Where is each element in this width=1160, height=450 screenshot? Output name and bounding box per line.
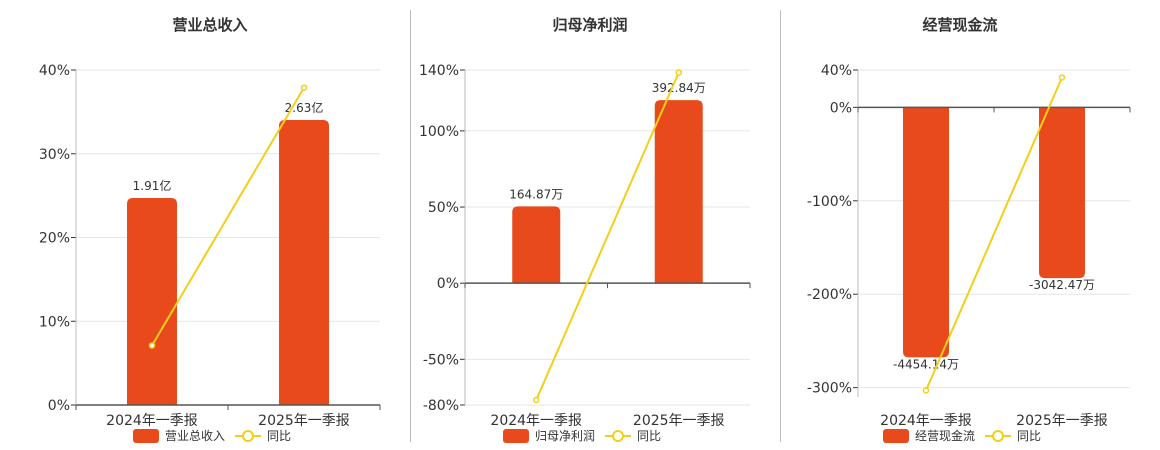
bar [654,100,703,284]
chart-title: 归母净利润 [552,16,627,34]
line-series [925,77,1063,391]
legend-line-label: 同比 [1017,429,1041,443]
legend-line-marker [612,430,624,442]
y-tick-label: 140% [419,63,459,79]
chart-panel-2: 归母净利润 -80% -50% 0% 50% 100% 140% 164.87万 392.84万… [419,16,751,443]
y-tick-label: 0% [437,276,459,292]
bar [279,120,329,405]
line-point [675,69,682,76]
legend-bar-label: 营业总收入 [165,429,225,443]
legend-bar-swatch [503,429,529,443]
y-tick-label: 30% [39,147,70,163]
line-point [922,387,930,394]
data-label: 1.91亿 [133,178,172,193]
y-tick-label: -100% [807,194,852,210]
panel-divider-1 [410,10,411,442]
y-tick-label: 50% [428,200,459,216]
x-tick-label: 2024年一季报 [106,413,198,429]
y-tick-label: 100% [419,124,459,140]
y-tick-label: 40% [821,63,852,79]
legend-bar-label: 经营现金流 [915,428,975,443]
legend-line-marker [242,430,254,442]
legend-line-label: 同比 [637,429,661,443]
chart-panel-1: 营业总收入 0% 10% 20% 30% 40% 1.91亿 2.63亿 2024年一季报 202… [39,16,381,443]
y-tick-label: 40% [39,63,70,79]
bar [1039,107,1085,279]
x-tick-label: 2024年一季报 [880,413,972,429]
y-tick-label: 10% [39,314,70,330]
y-tick-label: 0% [48,398,70,414]
data-label: 392.84万 [652,81,706,95]
x-tick-label: 2025年一季报 [633,413,725,429]
x-tick-label: 2025年一季报 [258,413,350,429]
panel-divider-2 [780,10,781,442]
bar [512,206,561,284]
legend-bar-label: 归母净利润 [535,429,595,443]
y-tick-label: -300% [807,381,852,397]
y-tick-label: -200% [807,287,852,303]
data-label: 164.87万 [509,187,563,201]
x-tick-label: 2024年一季报 [490,413,582,429]
data-label: -3042.47万 [1029,278,1095,292]
data-label: 2.63亿 [285,100,324,115]
line-point [1058,74,1066,81]
bar [127,198,177,405]
legend-line-marker [992,430,1004,442]
chart-title: 经营现金流 [922,16,997,34]
line-series [151,87,305,347]
y-tick-label: -50% [423,352,459,368]
y-tick-label: 0% [830,100,852,116]
y-tick-label: -80% [423,398,459,414]
y-tick-label: 20% [39,231,70,247]
x-tick-label: 2025年一季报 [1016,413,1108,429]
bar [903,107,949,358]
line-point [300,84,308,91]
chart-title: 营业总收入 [172,16,247,34]
chart-panel-3: 经营现金流 -300% -200% -100% 0% 40% -4454.14万 -3042.… [807,16,1131,443]
line-series [535,72,680,401]
line-point [533,396,540,404]
legend-line-label: 同比 [267,429,291,443]
line-point [148,342,156,349]
legend-bar-swatch [883,429,909,443]
data-label: -4454.14万 [893,357,959,371]
legend-bar-swatch [133,429,159,443]
